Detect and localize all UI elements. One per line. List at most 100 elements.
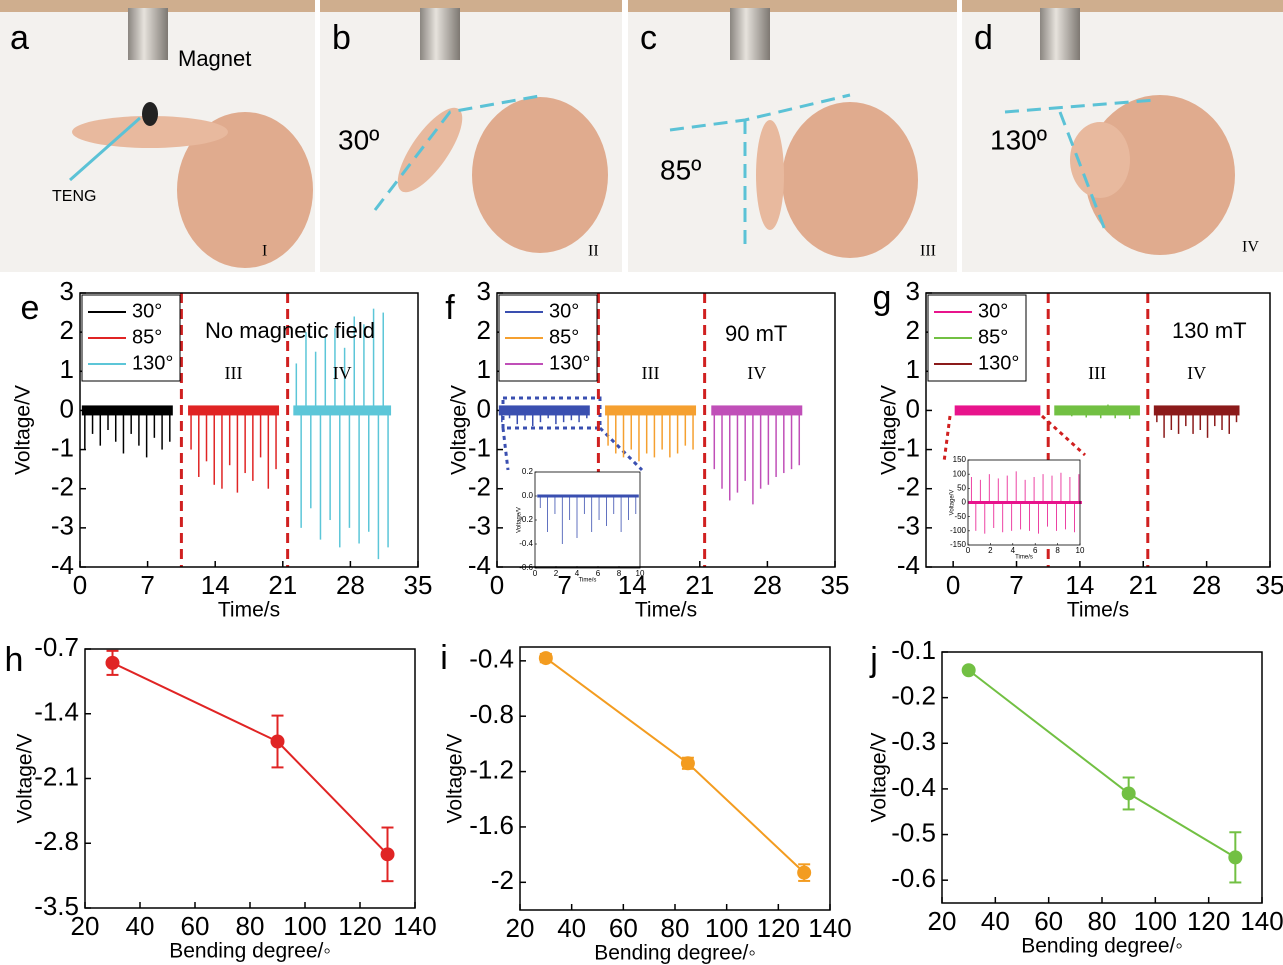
legend-label: 130°	[549, 352, 590, 374]
x-tick-label: 60	[1034, 906, 1063, 936]
y-tick-label: 150	[953, 455, 967, 464]
signal-baseline	[537, 494, 639, 498]
data-point	[1121, 786, 1136, 801]
y-tick-label: -3	[51, 511, 74, 541]
data-point	[105, 655, 120, 670]
data-line	[112, 661, 389, 856]
x-tick-label: 7	[1009, 570, 1023, 600]
y-tick-label: 2	[477, 315, 491, 345]
x-tick-label: 100	[1134, 906, 1177, 936]
plot-frame	[79, 292, 419, 568]
x-tick-label: 6	[596, 569, 601, 578]
y-tick-label: -1.4	[34, 697, 79, 727]
y-tick-label: -3	[897, 511, 920, 541]
legend-label: 85°	[132, 326, 162, 348]
x-tick-label: 40	[981, 906, 1010, 936]
x-tick-label: 40	[557, 913, 586, 943]
x-tick-label: 0	[966, 546, 971, 555]
y-tick-label: -0.5	[891, 817, 936, 847]
y-tick-label: -2.8	[34, 826, 79, 856]
segment-label: IV	[1187, 363, 1206, 383]
x-axis-label: Time/s	[218, 599, 280, 622]
panel-letter: h	[5, 641, 24, 679]
x-tick-label: 10	[636, 569, 645, 578]
x-axis-label: Bending degree/◦	[169, 940, 331, 963]
x-tick-label: 7	[557, 570, 571, 600]
data-point	[380, 847, 395, 862]
x-axis-label: Time/s	[635, 599, 697, 622]
signal-baseline	[498, 405, 590, 416]
x-tick-label: 80	[1088, 906, 1117, 936]
angle-label: 130º	[990, 124, 1047, 155]
y-tick-label: 0.0	[522, 491, 534, 500]
x-tick-label: 28	[1192, 570, 1221, 600]
x-tick-label: 7	[140, 570, 154, 600]
y-tick-label: -4	[897, 550, 920, 580]
signal-baseline	[81, 405, 173, 416]
signal-baseline	[1153, 405, 1240, 416]
y-tick-label: 2	[906, 315, 920, 345]
plot-frame	[534, 471, 641, 569]
panel-letter: e	[21, 289, 40, 327]
x-tick-label: 20	[71, 911, 100, 941]
y-tick-label: 0	[477, 393, 491, 423]
x-tick-label: 14	[201, 570, 230, 600]
y-tick-label: -100	[950, 526, 967, 535]
data-point	[797, 865, 812, 880]
segment-label: III	[642, 363, 660, 383]
y-tick-label: -50	[954, 512, 966, 521]
panel-letter: j	[869, 641, 878, 679]
x-tick-label: 100	[283, 911, 326, 941]
signal-baseline	[188, 405, 280, 416]
plot-frame	[925, 292, 1271, 568]
x-tick-label: 80	[661, 913, 690, 943]
photo-numeral: II	[588, 243, 599, 260]
x-tick-label: 2	[988, 546, 993, 555]
y-tick-label: -0.2	[519, 515, 533, 524]
x-tick-label: 28	[753, 570, 782, 600]
plot-frame	[519, 646, 831, 911]
data-line	[545, 657, 805, 874]
x-tick-label: 100	[705, 913, 748, 943]
photo-panel: a Magnet TENG I	[0, 0, 315, 272]
y-tick-label: -0.2	[891, 681, 936, 711]
x-tick-label: 20	[928, 906, 957, 936]
y-tick-label: -0.4	[469, 644, 514, 674]
x-tick-label: 21	[268, 570, 297, 600]
x-tick-label: 120	[757, 913, 800, 943]
y-tick-label: -3	[468, 511, 491, 541]
segment-label: IV	[333, 363, 352, 383]
x-tick-label: 0	[73, 570, 87, 600]
x-tick-label: 140	[1240, 906, 1283, 936]
panel-letter: b	[332, 19, 351, 57]
legend-label: 30°	[132, 300, 162, 322]
segment-label: III	[1088, 363, 1106, 383]
signal-baseline	[605, 405, 697, 416]
x-tick-label: 35	[1256, 570, 1283, 600]
y-tick-label: 1	[906, 354, 920, 384]
y-tick-label: -0.3	[891, 726, 936, 756]
data-point	[1228, 850, 1243, 865]
x-tick-label: 120	[338, 911, 381, 941]
y-tick-label: -2	[897, 472, 920, 502]
x-tick-label: 14	[1065, 570, 1094, 600]
y-tick-label: 0	[906, 393, 920, 423]
x-axis-label: Time/s	[579, 578, 597, 584]
x-tick-label: 40	[126, 911, 155, 941]
data-line	[968, 669, 1236, 859]
x-tick-label: 6	[1033, 546, 1038, 555]
y-tick-label: 1	[60, 354, 74, 384]
legend-label: 85°	[978, 326, 1008, 348]
y-tick-label: -2	[51, 472, 74, 502]
y-tick-label: -1	[897, 432, 920, 462]
x-tick-label: 28	[336, 570, 365, 600]
y-tick-label: -4	[468, 550, 491, 580]
annotation: 130 mT	[1172, 318, 1247, 343]
signal-baseline	[1054, 405, 1140, 416]
photo-label: Magnet	[178, 46, 251, 71]
x-axis-label: Bending degree/◦	[594, 942, 756, 965]
annotation: 90 mT	[725, 321, 787, 346]
y-tick-label: -3.5	[34, 891, 79, 921]
